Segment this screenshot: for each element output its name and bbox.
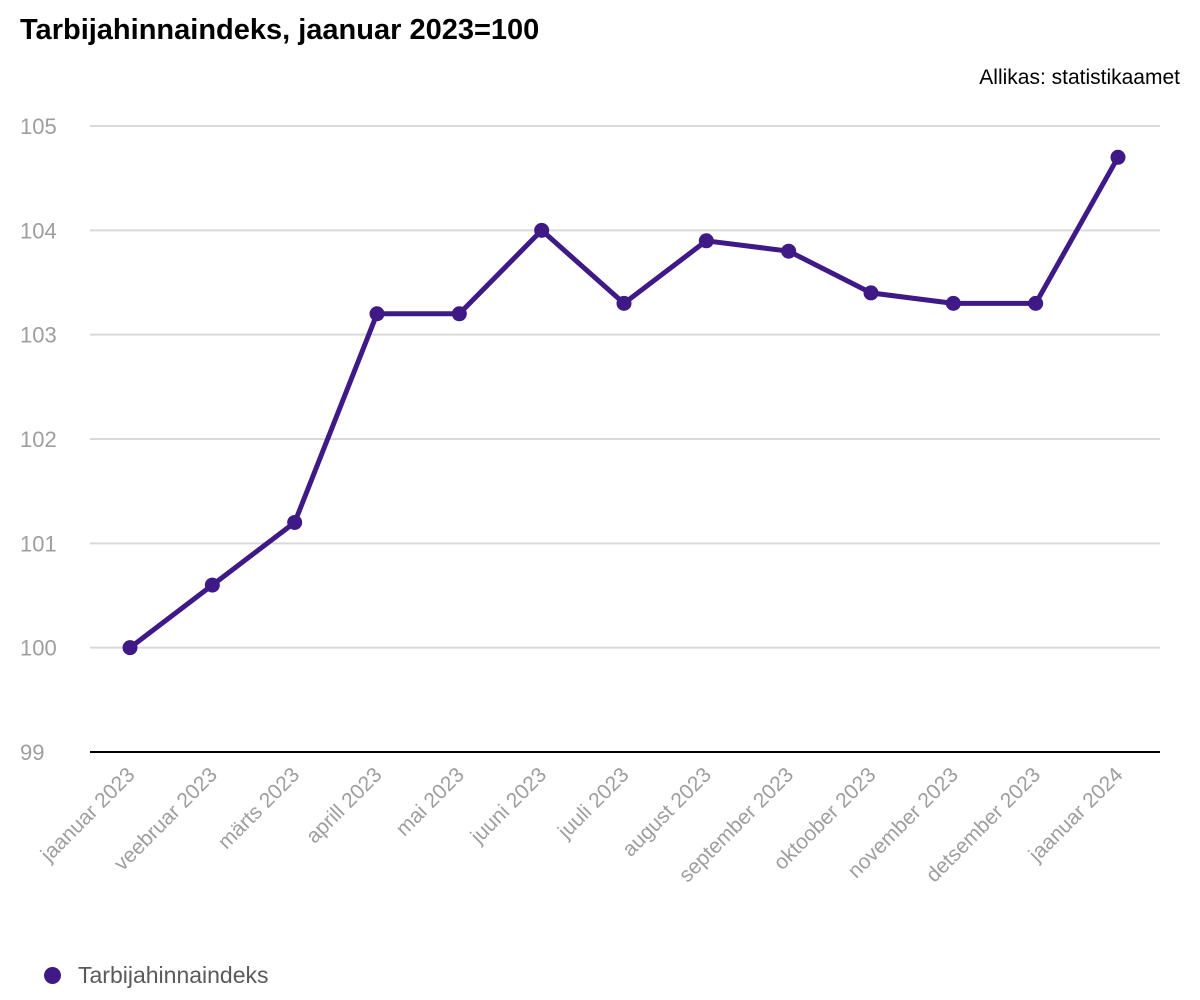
series-points (122, 149, 1126, 656)
data-point[interactable] (204, 577, 220, 593)
y-tick-label: 100 (20, 636, 57, 661)
chart-title: Tarbijahinnaindeks, jaanuar 2023=100 (20, 14, 540, 46)
data-point[interactable] (451, 306, 467, 322)
y-tick-label: 105 (20, 114, 57, 139)
data-point[interactable] (698, 233, 714, 249)
y-axis-ticks: 99 100 101 102 103 104 105 (20, 114, 57, 765)
legend-label: Tarbijahinnaindeks (78, 962, 269, 988)
data-point[interactable] (1110, 149, 1126, 165)
data-point[interactable] (122, 640, 138, 656)
gridlines (90, 125, 1160, 649)
x-tick-label: aprill 2023 (302, 763, 387, 848)
data-point[interactable] (863, 285, 879, 301)
y-tick-label: 101 (20, 531, 57, 556)
data-point[interactable] (616, 295, 632, 311)
data-point[interactable] (781, 243, 797, 259)
source-note: Allikas: statistikaamet (979, 66, 1180, 89)
x-tick-label: juuni 2023 (466, 763, 552, 849)
data-point[interactable] (369, 306, 385, 322)
y-tick-label: 99 (20, 740, 44, 765)
data-point[interactable] (534, 222, 550, 238)
y-tick-label: 104 (20, 218, 57, 243)
x-tick-label: märts 2023 (214, 763, 305, 854)
legend: Tarbijahinnaindeks (44, 962, 269, 989)
data-point[interactable] (945, 295, 961, 311)
x-tick-label: juuli 2023 (553, 763, 634, 844)
x-tick-label: mai 2023 (392, 763, 469, 840)
data-point[interactable] (287, 514, 303, 530)
data-point[interactable] (1028, 295, 1044, 311)
y-tick-label: 103 (20, 323, 57, 348)
y-tick-label: 102 (20, 427, 57, 452)
legend-marker-icon (44, 967, 61, 984)
